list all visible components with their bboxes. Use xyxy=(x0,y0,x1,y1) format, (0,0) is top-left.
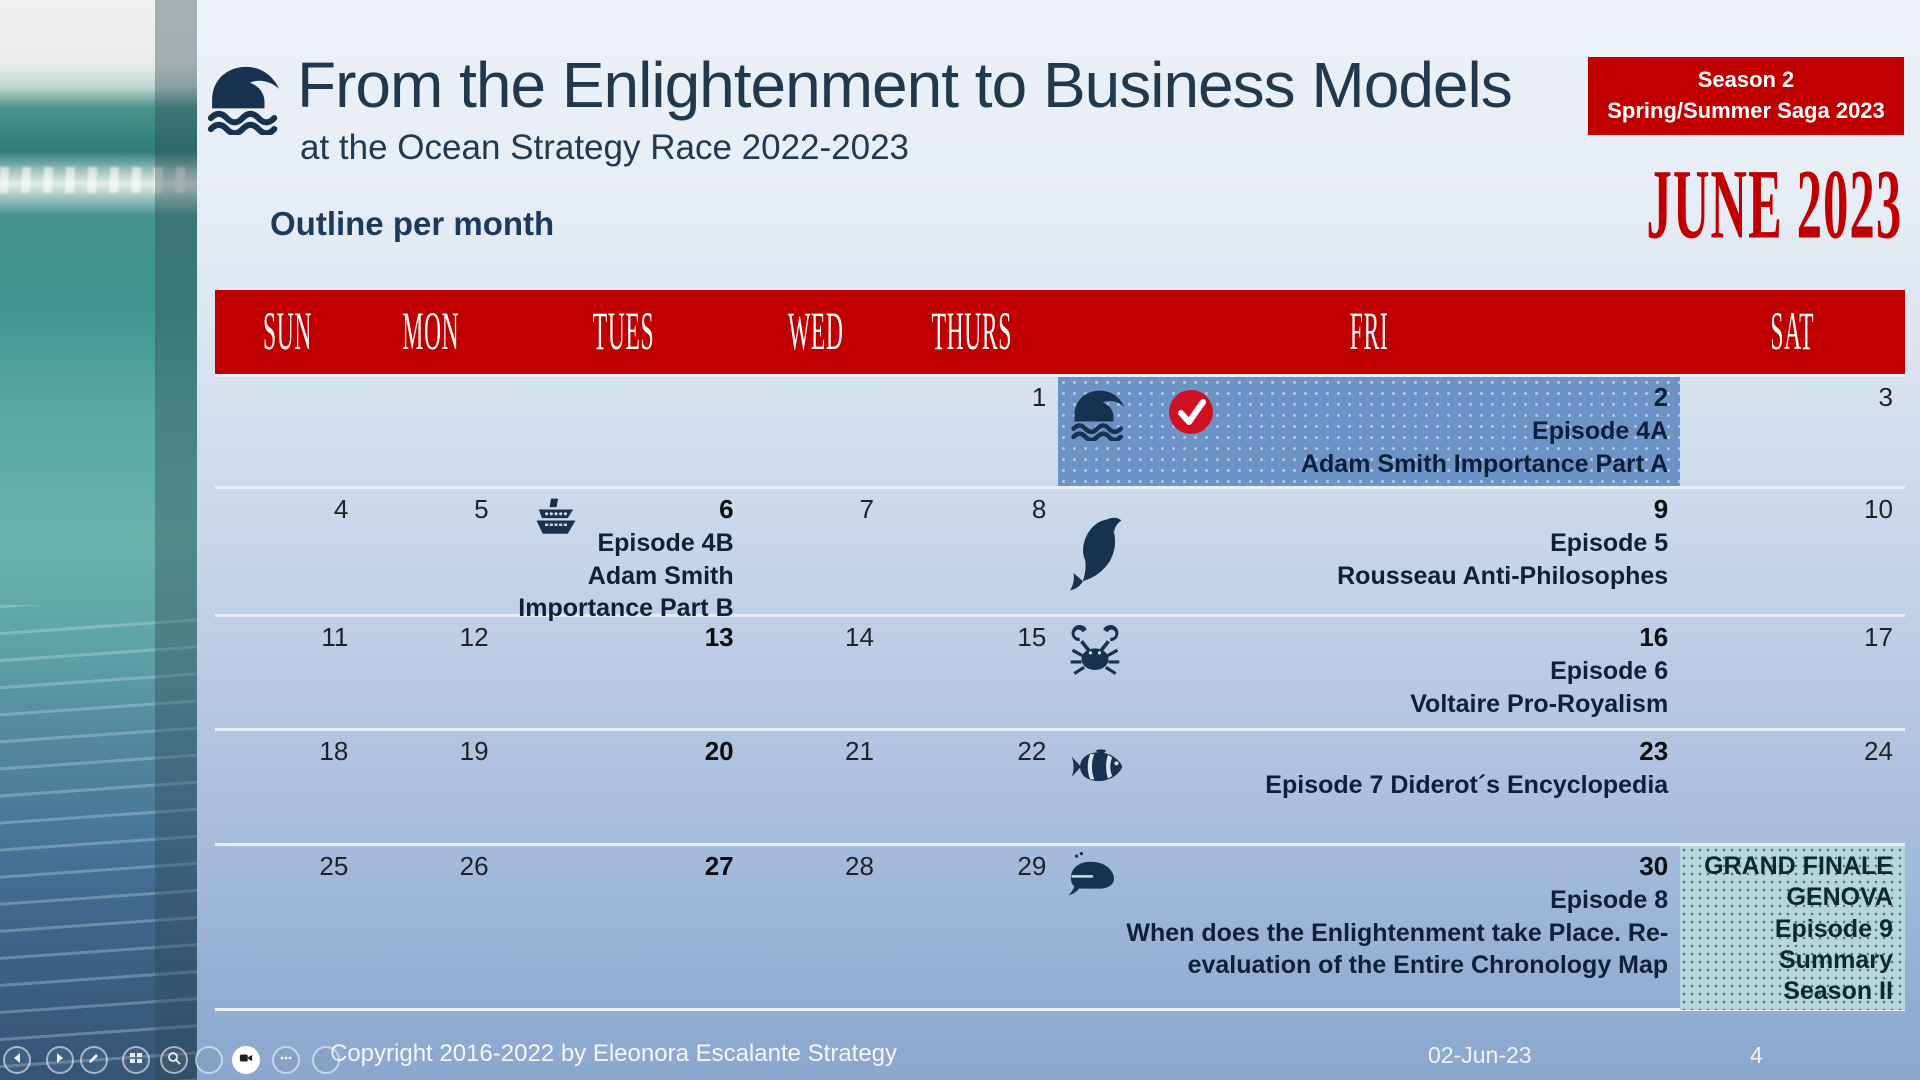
calendar-cell-jun8: 8 xyxy=(1031,494,1047,524)
arrow-left-icon xyxy=(10,1051,24,1070)
calendar-cell-jun21: 21 xyxy=(844,736,874,766)
calendar-cell-jun9-episode: 9 Episode 5 Rousseau Anti-Philosophes xyxy=(1058,489,1680,628)
day-header-sat: SAT xyxy=(1770,302,1815,362)
ocean-wave-photo xyxy=(0,0,197,1080)
next-slide-button[interactable] xyxy=(46,1046,74,1074)
calendar-cell-jun1: 1 xyxy=(1031,382,1047,412)
wave-logo-icon xyxy=(206,62,284,137)
calendar-cell-jun24: 24 xyxy=(1864,736,1893,766)
calendar-cell xyxy=(215,377,360,486)
calendar-cell-jun5: 5 xyxy=(474,494,489,524)
month-title: JUNE 2023 xyxy=(1646,150,1902,261)
grand-finale-text: GRAND FINALE GENOVA Episode 9 Summary Se… xyxy=(1704,852,1893,1005)
episode-text: Episode 4A Adam Smith Importance Part A xyxy=(1300,417,1669,478)
episode-text: Episode 7 Diderot´s Encyclopedia xyxy=(1265,771,1669,800)
calendar-cell-jun19: 19 xyxy=(459,736,489,766)
day-header-sun: SUN xyxy=(263,302,313,362)
camera-icon xyxy=(239,1051,253,1070)
calendar-week-4: 18 19 20 21 22 23 Episode 7 Dide xyxy=(215,731,1905,846)
calendar-cell-jun23-episode: 23 Episode 7 Diderot´s Encyclopedia xyxy=(1058,731,1680,843)
calendar-cell-jun29: 29 xyxy=(1017,851,1047,881)
calendar-cell-jun4: 4 xyxy=(333,494,349,524)
calendar-cell-jun2-episode: 2 Episode 4A Adam Smith Importance Part … xyxy=(1058,377,1681,486)
copyright-text: Copyright 2016-2022 by Eleonora Escalant… xyxy=(330,1040,898,1067)
calendar-cell-jun20: 20 xyxy=(704,736,734,766)
calendar-week-2: 4 5 6 Episode 4B xyxy=(215,489,1905,622)
arrow-right-icon xyxy=(53,1051,67,1070)
day-header-tues: TUES xyxy=(592,302,654,362)
day-header-wed: WED xyxy=(788,302,844,362)
slide-date: 02-Jun-23 xyxy=(1428,1042,1532,1068)
calendar-cell-jun13: 13 xyxy=(704,622,734,652)
day-header-fri: FRI xyxy=(1349,302,1389,362)
calendar-cell-jun3: 3 xyxy=(1878,382,1893,412)
calendar-cell-grand-finale: GRAND FINALE GENOVA Episode 9 Summary Se… xyxy=(1680,846,1905,1011)
season-badge-line1: Season 2 xyxy=(1697,67,1795,92)
episode-text: Episode 6 Voltaire Pro-Royalism xyxy=(1410,657,1669,718)
clownfish-icon xyxy=(1070,749,1124,787)
more-options-button[interactable] xyxy=(272,1046,300,1074)
calendar-cell-jun22: 22 xyxy=(1017,736,1047,766)
slide-number: 4 xyxy=(1750,1042,1763,1068)
season-badge-line2: Spring/Summer Saga 2023 xyxy=(1607,97,1885,123)
season-badge: Season 2 Spring/Summer Saga 2023 xyxy=(1588,57,1904,135)
previous-slide-button[interactable] xyxy=(3,1046,31,1074)
calendar-cell xyxy=(360,377,500,486)
slide-canvas: From the Enlightenment to Business Model… xyxy=(197,0,1920,1080)
calendar-week-3: 11 12 13 14 15 16 Episode 6 Voltaire Pro… xyxy=(215,617,1905,731)
magnifier-icon xyxy=(167,1051,181,1070)
calendar-cell-jun26: 26 xyxy=(459,851,489,881)
ellipsis-icon xyxy=(279,1051,293,1070)
episode-text: Episode 8 When does the Enlightenment ta… xyxy=(1126,886,1669,980)
calendar-cell-jun18: 18 xyxy=(319,736,349,766)
pen-icon xyxy=(87,1051,101,1070)
calendar-cell-jun30-episode: 30 Episode 8 When does the Enlightenment… xyxy=(1058,846,1680,1010)
day-header-thurs: THURS xyxy=(931,302,1013,362)
calendar-cell xyxy=(501,377,746,486)
calendar-cell-jun11: 11 xyxy=(321,622,349,652)
episode-text: Episode 4B Adam Smith Importance Part B xyxy=(518,529,734,623)
extra-toolbar-button[interactable] xyxy=(312,1046,340,1074)
check-circle-icon xyxy=(1168,389,1214,435)
calendar-cell xyxy=(746,377,886,486)
calendar-cell-jun6-episode: 6 Episode 4B Adam Smith Importance Part … xyxy=(501,489,746,628)
calendar-cell-jun14: 14 xyxy=(844,622,874,652)
calendar-cell-jun15: 15 xyxy=(1017,622,1047,652)
calendar-cell-jun27: 27 xyxy=(704,851,734,881)
day-header-mon: MON xyxy=(402,302,459,362)
wave-icon xyxy=(1070,387,1128,443)
calendar-cell-jun28: 28 xyxy=(844,851,874,881)
calendar-cell-jun25: 25 xyxy=(319,851,349,881)
calendar-cell-jun16-episode: 16 Episode 6 Voltaire Pro-Royalism xyxy=(1058,617,1680,728)
calendar-week-5: 25 26 27 28 29 30 Episode 8 When does th… xyxy=(215,846,1905,1011)
calendar-cell-jun7: 7 xyxy=(859,494,874,524)
ship-icon xyxy=(531,497,581,539)
wave-foam xyxy=(0,167,197,194)
captions-button[interactable] xyxy=(195,1046,223,1074)
episode-text: Episode 5 Rousseau Anti-Philosophes xyxy=(1337,529,1669,590)
june-calendar: SUN MON TUES WED THURS FRI SAT 1 xyxy=(215,290,1905,1011)
zoom-slide-button[interactable] xyxy=(160,1046,188,1074)
crab-icon xyxy=(1068,625,1122,687)
calendar-header-row: SUN MON TUES WED THURS FRI SAT xyxy=(215,290,1905,377)
slide-subtitle: at the Ocean Strategy Race 2022-2023 xyxy=(300,128,910,167)
slides-grid-icon xyxy=(129,1051,143,1070)
photo-shade-band xyxy=(155,0,197,1080)
slide-title: From the Enlightenment to Business Model… xyxy=(297,49,1513,121)
whale-icon xyxy=(1066,852,1118,916)
calendar-cell-jun17: 17 xyxy=(1864,622,1893,652)
see-all-slides-button[interactable] xyxy=(122,1046,150,1074)
camera-toggle-button[interactable] xyxy=(232,1046,260,1074)
calendar-cell-jun12: 12 xyxy=(459,622,489,652)
water-ripples xyxy=(0,604,197,1080)
calendar-week-1: 1 2 Episode 4A Adam Smith Importance Par… xyxy=(215,377,1905,489)
calendar-cell-jun10: 10 xyxy=(1864,494,1893,524)
section-label: Outline per month xyxy=(270,205,555,242)
shark-icon xyxy=(1070,517,1126,591)
pen-tools-button[interactable] xyxy=(80,1046,108,1074)
